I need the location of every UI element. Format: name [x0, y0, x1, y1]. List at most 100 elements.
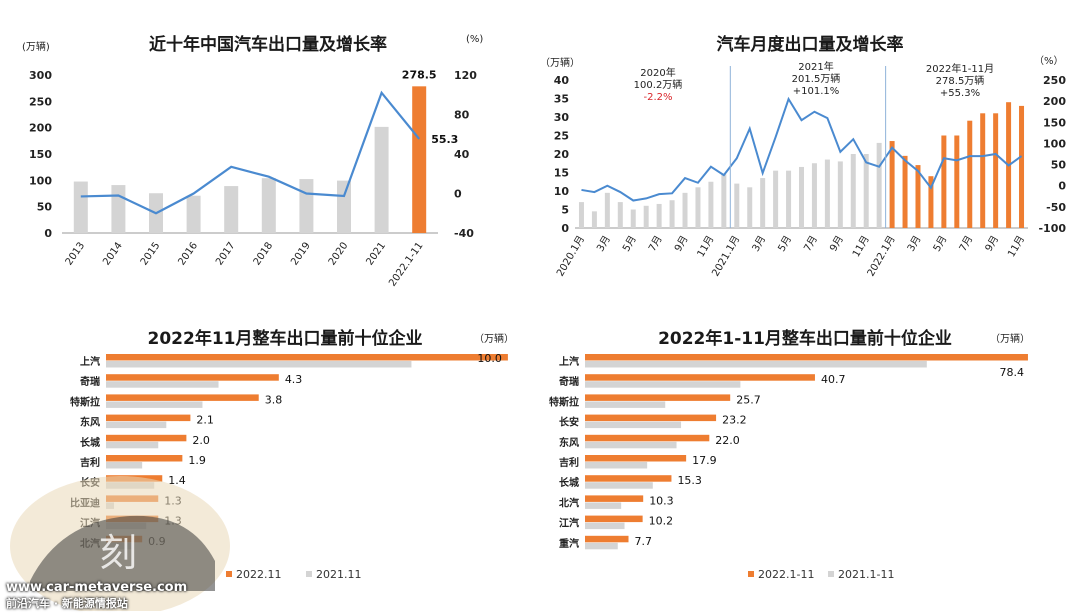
category-label: 北汽	[559, 496, 579, 509]
y-tick-label: 15	[554, 167, 569, 180]
value-label: 23.2	[722, 414, 747, 427]
bar-previous	[585, 502, 622, 509]
bar-current	[585, 374, 815, 381]
bar-current	[585, 535, 629, 543]
x-tick-label: 3月	[905, 234, 924, 254]
bar-current	[585, 455, 687, 462]
annotation-text: 278.5万辆	[936, 74, 985, 87]
category-label: 特斯拉	[549, 395, 579, 408]
plot-area: 0 50 100 150 200 250 300 -40 0 40 80 120 2013 2014 201…	[29, 68, 477, 288]
bar	[669, 200, 675, 228]
bar	[824, 159, 830, 228]
bar-previous	[585, 401, 666, 408]
category-label: 长城	[80, 436, 100, 449]
chart-title: 近十年中国汽车出口量及增长率	[149, 34, 387, 55]
bar-current	[106, 455, 183, 462]
value-label: 3.8	[265, 393, 283, 406]
value-label: 40.7	[821, 373, 846, 386]
bar-current	[106, 434, 187, 442]
watermark-url: www.car-metaverse.com	[6, 580, 188, 595]
x-tick-label: 11月	[850, 234, 872, 260]
category-label: 重汽	[559, 537, 579, 550]
bar-previous	[585, 522, 625, 530]
bar	[850, 154, 856, 228]
x-tick-label: 2020.1月	[554, 234, 587, 279]
category-label: 东风	[80, 416, 100, 429]
growth-line	[80, 90, 421, 215]
x-tick-label: 5月	[931, 234, 950, 254]
x-tick-label: 9月	[827, 234, 846, 254]
bar	[786, 170, 792, 228]
bar-previous	[585, 381, 741, 388]
bar	[578, 202, 584, 228]
car-silhouette-icon: 刻	[10, 476, 230, 615]
x-tick-label: 7月	[801, 234, 820, 254]
value-label: 17.9	[692, 454, 717, 467]
category-label: 上汽	[80, 355, 100, 368]
bar	[337, 180, 351, 233]
bar	[734, 183, 740, 228]
x-tick-label: 5月	[620, 234, 639, 254]
value-label: 15.3	[677, 474, 702, 487]
bar-previous	[106, 462, 143, 469]
bar-current	[585, 394, 731, 401]
x-tick-label: 2014	[101, 240, 125, 267]
bar	[980, 113, 986, 228]
bar	[591, 211, 597, 228]
value-label: 10.0	[477, 352, 502, 365]
value-label: 10.2	[649, 515, 674, 528]
x-tick-label: 2016	[176, 240, 200, 267]
bar-previous	[585, 462, 648, 469]
ytd-top10-chart: 2022年1-11月整车出口量前十位企业 （万辆） 上汽 78.4 奇瑞 40.7 特斯…	[549, 328, 1030, 581]
bar-current	[585, 414, 717, 422]
category-label: 江汽	[559, 517, 579, 530]
bar-previous	[585, 441, 677, 449]
bar	[111, 185, 126, 233]
bar-previous	[106, 441, 159, 449]
value-label: 78.4	[999, 366, 1024, 379]
y-tick-label: 20	[554, 148, 570, 161]
bar-current	[585, 434, 710, 442]
bar	[760, 178, 766, 228]
y2-tick-label: 100	[1043, 137, 1066, 150]
y-tick-label: 300	[29, 69, 52, 82]
legend-swatch	[306, 571, 312, 577]
x-tick-label: 11月	[1005, 234, 1027, 260]
y-tick-label: 100	[29, 174, 52, 187]
bar	[1019, 105, 1025, 228]
category-label: 奇瑞	[559, 375, 579, 388]
x-tick-label: 3月	[594, 234, 613, 254]
bar	[695, 187, 701, 228]
x-tick-label: 2018	[252, 240, 276, 267]
bar	[682, 192, 688, 228]
legend-swatch	[748, 571, 754, 577]
bar-previous	[585, 361, 927, 368]
legend-label: 2022.1-11	[758, 568, 814, 581]
value-label: 25.7	[736, 393, 761, 406]
bar	[811, 163, 817, 228]
chart-title: 汽车月度出口量及增长率	[717, 34, 904, 55]
y-tick-label: 25	[554, 130, 569, 143]
y-tick-label: 5	[561, 204, 569, 217]
bar	[604, 192, 610, 228]
x-tick-label: 9月	[983, 234, 1002, 254]
y2-tick-label: 50	[1051, 159, 1067, 172]
bar	[73, 181, 88, 233]
x-tick-label: 2022.1-11	[387, 240, 425, 288]
bar	[412, 86, 427, 233]
annotation-text: 2021年	[798, 60, 833, 73]
chart-title: 2022年11月整车出口量前十位企业	[148, 328, 423, 349]
bar	[863, 154, 869, 228]
right-unit-label: (%)	[466, 34, 483, 45]
bar-current	[106, 374, 279, 381]
bar-value-label: 278.5	[402, 68, 437, 81]
legend-swatch	[226, 571, 232, 577]
y2-tick-label: 80	[454, 109, 470, 122]
left-unit-label: （万辆）	[540, 56, 580, 69]
bar-previous	[106, 381, 219, 388]
x-tick-label: 2021	[364, 240, 388, 267]
y-tick-label: 35	[554, 93, 569, 106]
y2-tick-label: 40	[454, 148, 470, 161]
bar	[876, 142, 882, 228]
annotation-text: 100.2万辆	[634, 78, 683, 91]
